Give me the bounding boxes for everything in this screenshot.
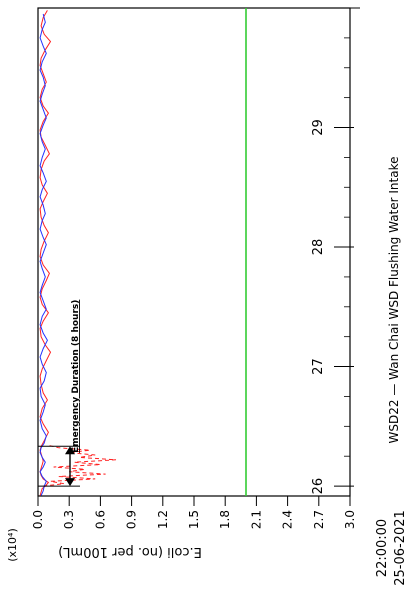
x-start-time: 22:00:00 <box>375 519 390 577</box>
value-tick-label: 2.7 <box>312 510 326 529</box>
value-tick-label: 0.6 <box>93 510 107 529</box>
value-tick-label: 1.2 <box>156 510 170 529</box>
series-line-3 <box>39 13 48 496</box>
time-tick-label: 26 <box>311 478 326 495</box>
emergency-window <box>38 445 80 487</box>
y-axis-label: E.coli (no. per 100mL) <box>58 544 202 559</box>
emergency-duration-label: Emergency Duration (8 hours) <box>71 300 81 453</box>
arrowhead-start <box>65 478 75 487</box>
value-tick-label: 2.1 <box>249 510 263 529</box>
time-tick-label: 29 <box>311 119 326 136</box>
chart-title: WSD22 — Wan Chai WSD Flushing Water Inta… <box>387 157 401 444</box>
arrowhead-end <box>65 446 75 455</box>
value-tick-label: 0.3 <box>62 510 76 529</box>
y-multiplier: (x10⁴) <box>6 528 19 562</box>
value-axis-ticks: 0.0 0.3 0.6 0.9 1.2 1.5 1.8 2.1 2.4 2.7 3.0 <box>31 496 357 529</box>
value-tick-label: 0.9 <box>125 510 139 529</box>
value-tick-label: 2.4 <box>281 510 295 529</box>
x-start-date: 25-06-2021 <box>393 510 408 586</box>
time-axis-ticks: 26 27 28 29 <box>311 7 360 495</box>
time-tick-label: 27 <box>311 358 326 375</box>
time-tick-label: 28 <box>311 239 326 256</box>
value-tick-label: 1.5 <box>187 510 201 529</box>
plot-area <box>37 7 351 497</box>
value-tick-label: 3.0 <box>343 510 357 529</box>
value-tick-label: 0.0 <box>31 510 45 529</box>
value-tick-label: 1.8 <box>218 510 232 529</box>
